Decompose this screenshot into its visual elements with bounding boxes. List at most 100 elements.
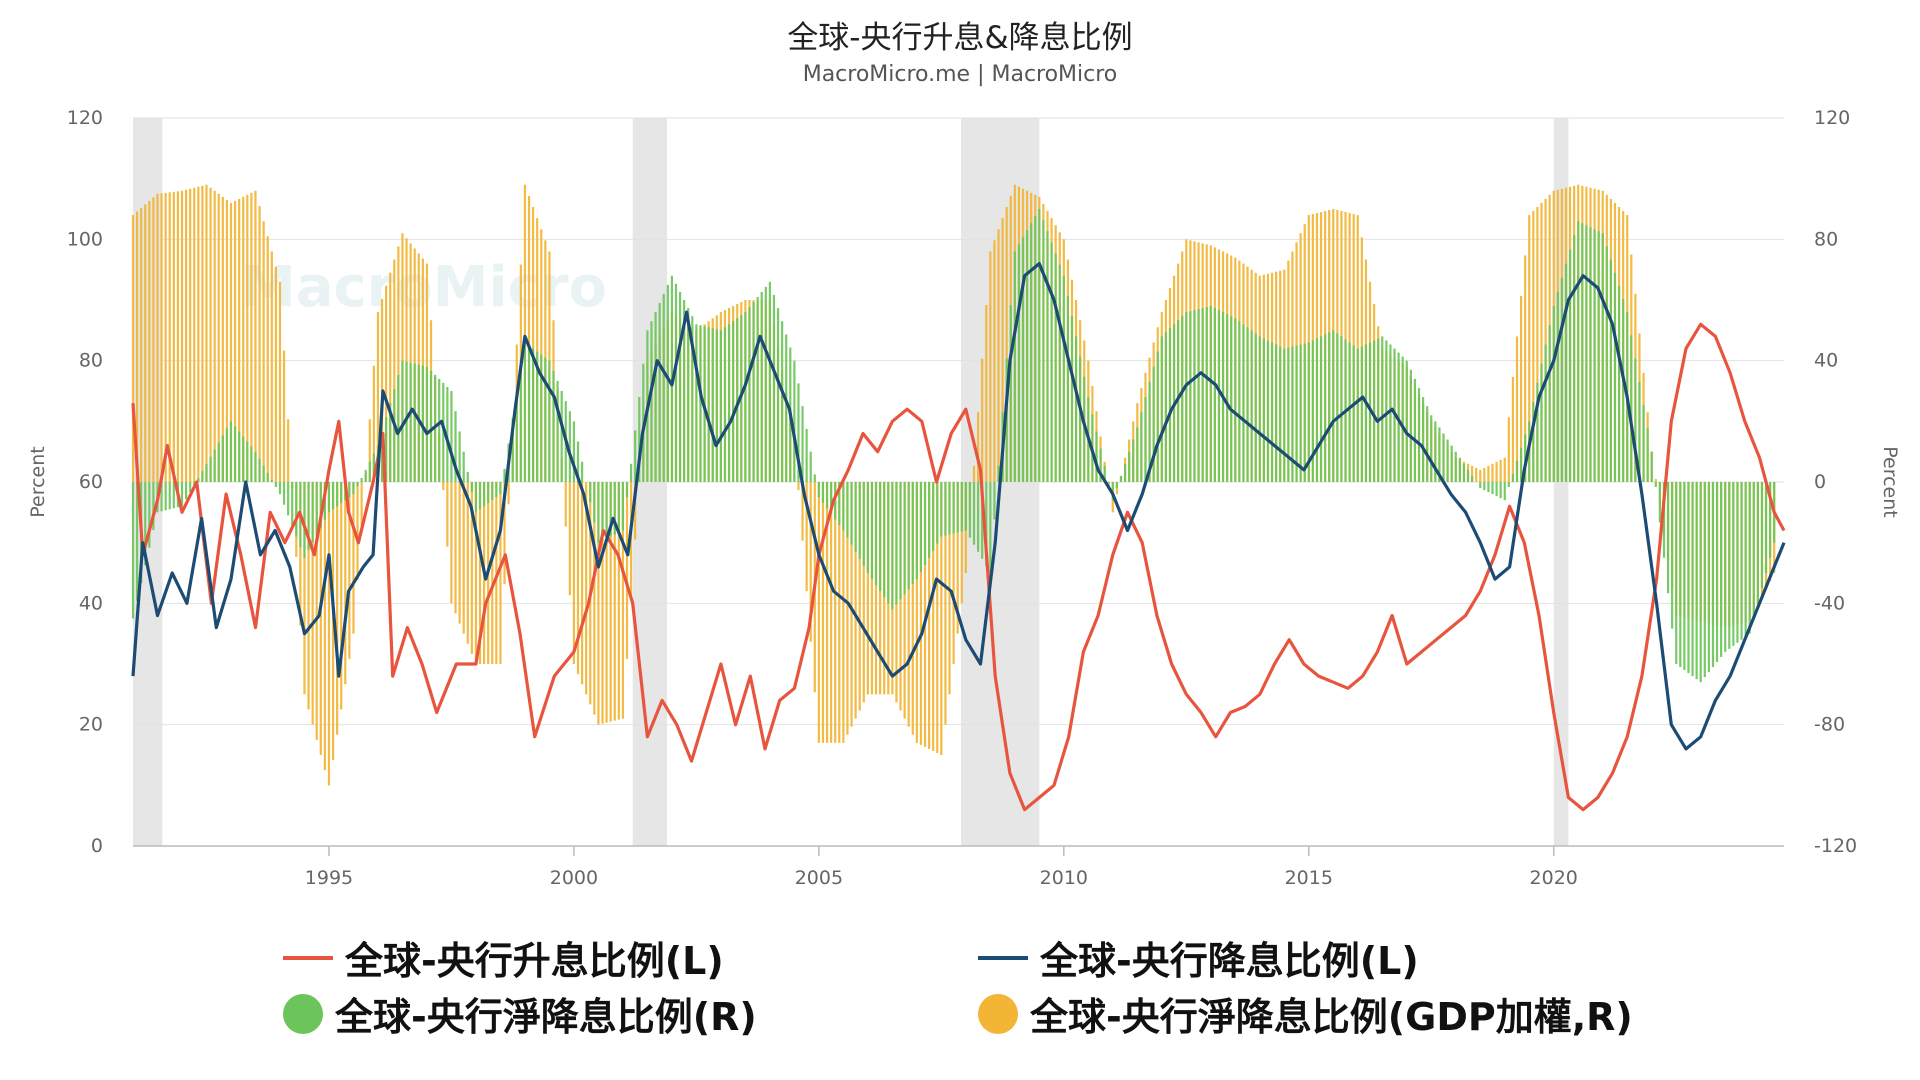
net-cut-bar-273 [1246, 327, 1249, 482]
net-cut-bar-70 [417, 364, 420, 482]
net-cut-bar-130 [662, 293, 665, 482]
net-cut-bar-7 [160, 482, 163, 512]
net-cut-gdp-bar-44 [311, 482, 314, 725]
net-cut-gdp-bar-165 [805, 482, 808, 592]
net-cut-bar-158 [776, 308, 780, 482]
legend-item-hike[interactable]: 全球-央行升息比例(L) [283, 930, 724, 985]
net-cut-bar-361 [1605, 246, 1608, 482]
net-cut-gdp-bar-35 [274, 266, 277, 482]
net-cut-gdp-bar-342 [1528, 215, 1531, 483]
net-cut-bar-48 [327, 482, 331, 513]
net-cut-bar-90 [499, 482, 502, 495]
net-cut-bar-222 [1038, 209, 1041, 482]
net-cut-bar-17 [201, 470, 204, 482]
net-cut-bar-134 [678, 291, 682, 482]
net-cut-bar-49 [331, 482, 335, 510]
net-cut-bar-97 [527, 345, 531, 482]
net-cut-bar-373 [1654, 482, 1657, 488]
net-cut-bar-185 [887, 482, 890, 604]
net-cut-bar-365 [1622, 298, 1625, 482]
net-cut-bar-272 [1242, 324, 1245, 482]
net-cut-bar-394 [1740, 482, 1743, 640]
net-cut-gdp-bar-79 [454, 482, 457, 614]
net-cut-bar-113 [593, 482, 596, 523]
net-cut-bar-246 [1136, 427, 1139, 482]
net-cut-bar-334 [1495, 482, 1498, 497]
net-cut-gdp-bar-10 [172, 191, 175, 483]
net-cut-bar-39 [291, 482, 294, 526]
net-cut-bar-355 [1581, 223, 1584, 482]
net-cut-bar-166 [809, 451, 812, 482]
net-cut-bar-143 [715, 329, 718, 482]
net-cut-bar-12 [180, 482, 184, 507]
net-cut-bar-19 [209, 456, 212, 482]
net-cut-bar-295 [1336, 333, 1339, 482]
net-cut-bar-328 [1470, 475, 1474, 482]
y-right-tick-label-0: -120 [1814, 835, 1857, 857]
net-cut-gdp-bar-99 [536, 218, 539, 482]
net-cut-bar-400 [1764, 482, 1768, 573]
net-cut-bar-379 [1679, 482, 1682, 668]
net-cut-bar-8 [164, 482, 167, 511]
net-cut-gdp-bar-198 [940, 482, 943, 755]
net-cut-gdp-bar-41 [299, 482, 302, 626]
net-cut-gdp-bar-46 [319, 482, 322, 755]
net-cut-gdp-bar-59 [372, 365, 375, 482]
net-cut-bar-23 [225, 428, 228, 482]
chart-subtitle: MacroMicro.me | MacroMicro [802, 62, 1118, 87]
net-cut-bar-208 [981, 482, 984, 559]
net-cut-bar-28 [246, 441, 249, 482]
net-cut-gdp-bar-43 [307, 482, 310, 710]
net-cut-bar-197 [936, 482, 939, 544]
net-cut-bar-9 [168, 482, 171, 510]
net-cut-bar-237 [1099, 448, 1102, 482]
net-cut-gdp-bar-85 [478, 482, 482, 664]
net-cut-bar-131 [666, 284, 669, 482]
net-cut-bar-360 [1601, 233, 1604, 482]
net-cut-bar-206 [972, 482, 976, 545]
net-cut-bar-55 [356, 482, 359, 487]
net-cut-gdp-bar-64 [393, 259, 396, 482]
net-cut-bar-375 [1662, 482, 1666, 558]
net-cut-gdp-bar-28 [246, 194, 249, 482]
net-cut-bar-359 [1597, 231, 1600, 482]
net-cut-bar-380 [1683, 482, 1686, 671]
chart-title: 全球-央行升息&降息比例 [787, 20, 1133, 56]
net-cut-bar-287 [1303, 343, 1306, 482]
net-cut-bar-21 [217, 442, 220, 482]
net-cut-gdp-bar-114 [597, 482, 600, 725]
legend-item-net-cut-gdp[interactable]: 全球-央行淨降息比例(GDP加權,R) [978, 986, 1633, 1041]
net-cut-bar-51 [340, 482, 343, 504]
net-cut-bar-27 [242, 436, 245, 482]
net-cut-bar-35 [274, 482, 277, 488]
net-cut-bar-391 [1728, 482, 1731, 649]
net-cut-gdp-bar-52 [344, 482, 347, 685]
net-cut-bar-393 [1736, 482, 1739, 643]
net-cut-gdp-bar-7 [160, 193, 163, 483]
net-cut-bar-45 [315, 482, 318, 536]
net-cut-bar-96 [523, 342, 527, 482]
net-cut-gdp-bar-107 [568, 482, 571, 596]
net-cut-gdp-bar-173 [838, 482, 841, 743]
net-cut-bar-224 [1046, 231, 1049, 482]
net-cut-bar-284 [1291, 346, 1294, 482]
net-cut-bar-261 [1197, 309, 1200, 482]
net-cut-bar-210 [989, 482, 992, 573]
net-cut-bar-316 [1421, 397, 1425, 482]
net-cut-bar-40 [295, 482, 298, 537]
net-cut-bar-56 [360, 477, 363, 482]
net-cut-gdp-bar-106 [564, 482, 567, 527]
legend-item-net-cut[interactable]: 全球-央行淨降息比例(R) [283, 986, 757, 1041]
net-cut-gdp-bar-21 [217, 193, 220, 483]
net-cut-bar-118 [613, 482, 616, 535]
net-cut-gdp-bar-169 [821, 482, 825, 743]
legend-item-cut[interactable]: 全球-央行降息比例(L) [978, 930, 1419, 985]
net-cut-gdp-bar-199 [944, 482, 947, 725]
net-cut-gdp-bar-78 [450, 482, 453, 604]
net-cut-bar-268 [1226, 314, 1229, 482]
net-cut-bar-265 [1213, 308, 1216, 482]
net-cut-gdp-bar-331 [1483, 467, 1486, 482]
net-cut-bar-99 [536, 351, 539, 482]
net-cut-gdp-bar-191 [911, 482, 914, 735]
y-right-tick-label-4: 40 [1814, 350, 1838, 372]
